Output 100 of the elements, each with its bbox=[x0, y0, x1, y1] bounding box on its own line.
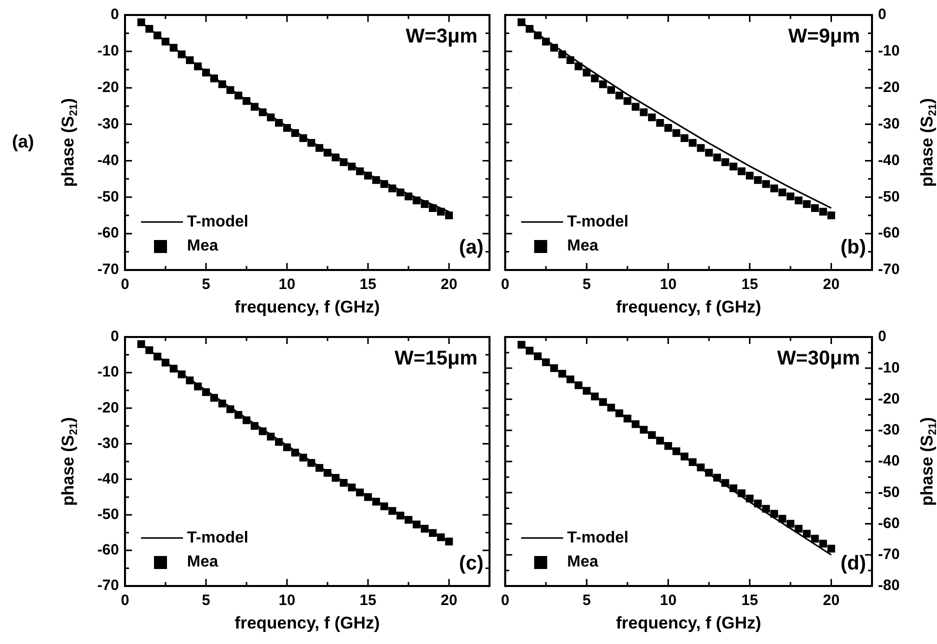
point bbox=[210, 74, 218, 82]
legend-label: T-model bbox=[187, 213, 248, 230]
y2-tick-label: -70 bbox=[878, 546, 900, 564]
point bbox=[574, 62, 582, 70]
point bbox=[615, 92, 624, 100]
point bbox=[348, 162, 356, 170]
x-tick-label: 20 bbox=[440, 276, 458, 294]
point bbox=[624, 97, 632, 105]
y-tick-label: 0 bbox=[110, 6, 119, 24]
point bbox=[827, 211, 836, 220]
point bbox=[412, 196, 420, 204]
point bbox=[664, 442, 672, 450]
y-tick-label: -60 bbox=[97, 224, 119, 242]
point bbox=[746, 172, 754, 180]
point bbox=[794, 196, 803, 204]
point bbox=[802, 530, 811, 538]
point bbox=[713, 154, 722, 162]
point bbox=[656, 118, 664, 127]
point bbox=[656, 436, 664, 445]
point bbox=[811, 534, 819, 543]
y-tick-label: -40 bbox=[97, 152, 119, 169]
point bbox=[445, 538, 453, 546]
point bbox=[574, 381, 582, 390]
y2-tick-label: 0 bbox=[878, 328, 886, 346]
point bbox=[372, 498, 380, 506]
annotation: (c) bbox=[459, 552, 484, 575]
x-tick-label: 15 bbox=[360, 592, 376, 610]
point bbox=[640, 426, 648, 434]
point bbox=[534, 352, 542, 360]
point bbox=[721, 158, 730, 166]
point bbox=[688, 138, 697, 147]
point bbox=[194, 382, 202, 390]
y2-tick-label: -70 bbox=[878, 261, 900, 278]
y-tick-label: -70 bbox=[97, 577, 119, 594]
point bbox=[672, 447, 680, 456]
x-tick-label: 15 bbox=[360, 276, 376, 294]
point bbox=[356, 167, 364, 176]
legend-label: T-model bbox=[567, 529, 629, 546]
y2-tick-label: -60 bbox=[878, 224, 900, 242]
point bbox=[258, 108, 267, 116]
point bbox=[558, 370, 566, 378]
point bbox=[316, 464, 324, 472]
point bbox=[607, 86, 616, 94]
point bbox=[721, 479, 730, 487]
y2-tick-label: -20 bbox=[878, 390, 900, 408]
point bbox=[632, 102, 640, 111]
point bbox=[762, 180, 770, 188]
y2-axis-title: phase (S21) bbox=[918, 98, 937, 187]
point bbox=[396, 188, 404, 196]
point bbox=[811, 204, 819, 212]
point bbox=[550, 364, 558, 372]
x-tick-label: 5 bbox=[202, 592, 210, 610]
y2-tick-label: -10 bbox=[878, 359, 900, 376]
y2-tick-label: -30 bbox=[878, 115, 900, 132]
point bbox=[437, 533, 445, 542]
point bbox=[713, 474, 722, 482]
y2-tick-label: -50 bbox=[878, 484, 900, 501]
point bbox=[664, 124, 672, 132]
y2-tick-label: -80 bbox=[878, 577, 900, 594]
point bbox=[299, 134, 308, 142]
point bbox=[624, 414, 632, 422]
point bbox=[218, 400, 226, 408]
point bbox=[388, 184, 396, 192]
point bbox=[566, 375, 574, 384]
point bbox=[154, 32, 162, 40]
y-axis-title: phase (S21) bbox=[58, 98, 80, 187]
y-axis-title: phase (S21) bbox=[58, 417, 80, 506]
point bbox=[266, 113, 275, 122]
legend-label: Mea bbox=[187, 553, 218, 570]
annotation: W=9μm bbox=[788, 26, 860, 48]
y-tick-label: -20 bbox=[97, 79, 119, 96]
point bbox=[226, 86, 234, 94]
point bbox=[819, 540, 827, 548]
point bbox=[404, 192, 412, 200]
x-tick-label: 15 bbox=[741, 276, 758, 294]
point bbox=[258, 427, 267, 436]
x-tick-label: 10 bbox=[278, 276, 296, 294]
point bbox=[332, 474, 340, 482]
y2-tick-label: -40 bbox=[878, 452, 900, 470]
point bbox=[794, 524, 803, 533]
x-tick-label: 10 bbox=[278, 592, 296, 610]
point bbox=[307, 459, 316, 467]
point bbox=[599, 80, 607, 88]
annotation: (a) bbox=[459, 236, 484, 259]
point bbox=[738, 489, 746, 498]
point bbox=[754, 176, 762, 184]
y-tick-label: -50 bbox=[97, 188, 119, 206]
y-tick-label: -30 bbox=[97, 115, 119, 132]
point bbox=[162, 358, 170, 366]
legend-label: Mea bbox=[567, 237, 598, 254]
x-tick-label: 0 bbox=[501, 276, 510, 294]
point bbox=[356, 488, 364, 496]
y-tick-label: -60 bbox=[97, 542, 119, 559]
point bbox=[234, 411, 242, 419]
point bbox=[299, 454, 308, 462]
annotation: W=15μm bbox=[394, 348, 478, 370]
annotation: (d) bbox=[840, 552, 866, 575]
point bbox=[518, 18, 526, 26]
point bbox=[542, 358, 550, 366]
point bbox=[186, 56, 194, 64]
